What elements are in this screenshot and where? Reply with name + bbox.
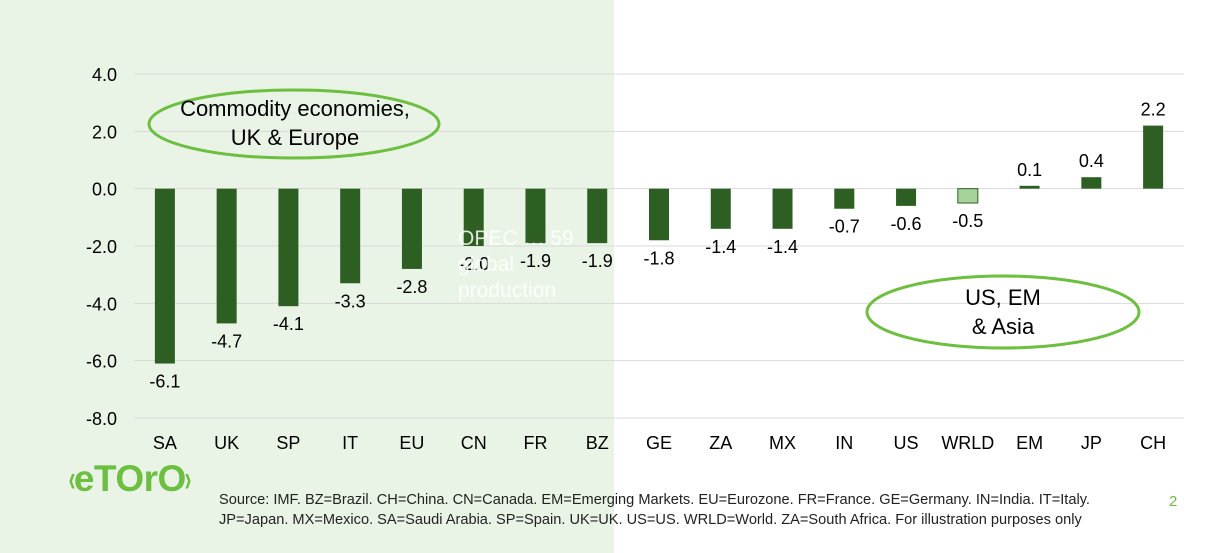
value-label-za: -1.4 (705, 237, 736, 257)
y-tick-label: -6.0 (86, 352, 117, 372)
category-label-em: EM (1016, 433, 1043, 453)
category-label-it: IT (342, 433, 358, 453)
value-label-eu: -2.8 (396, 277, 427, 297)
category-label-eu: EU (399, 433, 424, 453)
category-label-mx: MX (769, 433, 796, 453)
annotation-commodity-economies-label: Commodity economies, UK & Europe (150, 94, 440, 152)
category-label-ge: GE (646, 433, 672, 453)
etoro-logo: ‹eToroeTOrO› (68, 458, 192, 499)
bar-sp (278, 188, 299, 307)
value-label-sp: -4.1 (273, 314, 304, 334)
value-label-uk: -4.7 (211, 331, 242, 351)
category-label-ch: CH (1140, 433, 1166, 453)
page-number: 2 (1169, 493, 1178, 510)
source-note: Source: IMF. BZ=Brazil. CH=China. CN=Can… (219, 492, 1090, 528)
category-label-cn: CN (461, 433, 487, 453)
category-label-in: IN (835, 433, 853, 453)
bar-uk (216, 188, 237, 324)
bar-em (1019, 185, 1040, 189)
value-label-wrld: -0.5 (952, 211, 983, 231)
value-label-fr: -1.9 (520, 251, 551, 271)
value-label-bz: -1.9 (582, 251, 613, 271)
category-label-sa: SA (153, 433, 177, 453)
value-label-mx: -1.4 (767, 237, 798, 257)
bar-ch (1143, 125, 1164, 189)
bar-in (834, 188, 855, 209)
bar-eu (401, 188, 422, 269)
bar-za (710, 188, 731, 229)
y-tick-label: 2.0 (92, 122, 117, 142)
bar-it (340, 188, 361, 284)
bar-us (896, 188, 917, 206)
value-label-it: -3.3 (335, 291, 366, 311)
bar-fr (525, 188, 546, 244)
value-label-em: 0.1 (1017, 160, 1042, 180)
value-label-ch: 2.2 (1141, 100, 1166, 120)
y-tick-label: -2.0 (86, 237, 117, 257)
category-label-jp: JP (1081, 433, 1102, 453)
y-tick-label: 0.0 (92, 180, 117, 200)
value-label-us: -0.6 (891, 214, 922, 234)
annotation-commodity-line-2: UK & Europe (230, 125, 360, 150)
annotation-us-line-2: & Asia (971, 314, 1035, 339)
bar-jp (1081, 177, 1102, 189)
annotation-ellipse-commodity (147, 88, 441, 160)
background-panel (0, 0, 614, 553)
bar-mx (772, 188, 793, 229)
bar-cn (463, 188, 484, 246)
annotation-ellipse-us-em-asia (865, 274, 1141, 350)
value-label-jp: 0.4 (1079, 151, 1104, 171)
category-label-us: US (894, 433, 919, 453)
value-label-cn: -2.0 (458, 254, 489, 274)
value-label-in: -0.7 (829, 217, 860, 237)
annotation-commodity-line-1: Commodity economies, (180, 96, 410, 121)
y-tick-label: 4.0 (92, 65, 117, 85)
value-label-ge: -1.8 (643, 248, 674, 268)
category-label-fr: FR (523, 433, 547, 453)
value-label-sa: -6.1 (149, 372, 180, 392)
faded-background-text: OPEC … 59 global production (458, 227, 574, 302)
bar-ge (649, 188, 669, 241)
y-tick-label: -4.0 (86, 294, 117, 314)
category-label-bz: BZ (586, 433, 609, 453)
category-label-sp: SP (276, 433, 300, 453)
y-tick-label: -8.0 (86, 409, 117, 429)
bar-sa (154, 188, 175, 364)
category-label-uk: UK (214, 433, 239, 453)
annotation-us-em-asia-label: US, EM & Asia (868, 283, 1138, 341)
category-label-za: ZA (709, 433, 732, 453)
category-label-wrld: WRLD (941, 433, 994, 453)
bar-bz (587, 188, 608, 244)
bar-wrld (957, 188, 979, 204)
annotation-us-line-1: US, EM (965, 285, 1041, 310)
bar-chart: 4.0 2.0 0.0 -2.0 -4.0 -6.0 -8.0 -6.1 SA -4.7 UK -4.… (86, 65, 1184, 453)
